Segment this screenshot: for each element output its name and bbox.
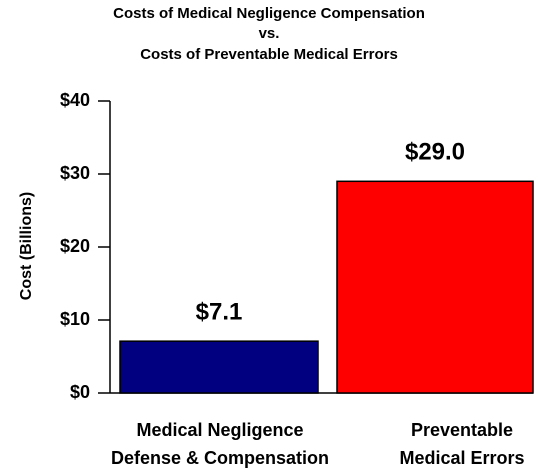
x-tick-label: Preventable Medical Errors: [399, 420, 525, 468]
chart-title: Costs of Medical Negligence Compensation…: [113, 5, 425, 63]
bar: [336, 180, 534, 394]
y-tick-label: $40: [60, 90, 90, 110]
y-axis-label: Cost (Billions): [18, 192, 35, 300]
value-label: $7.1: [196, 299, 243, 326]
bar: [119, 340, 319, 394]
y-tick-label: $0: [70, 382, 90, 402]
y-tick-label: $10: [60, 309, 90, 329]
value-label: $29.0: [405, 139, 465, 166]
y-tick-label: $30: [60, 163, 90, 183]
y-tick-label: $20: [60, 236, 90, 256]
x-tick-label: Medical Negligence Defense & Compensatio…: [110, 420, 330, 468]
